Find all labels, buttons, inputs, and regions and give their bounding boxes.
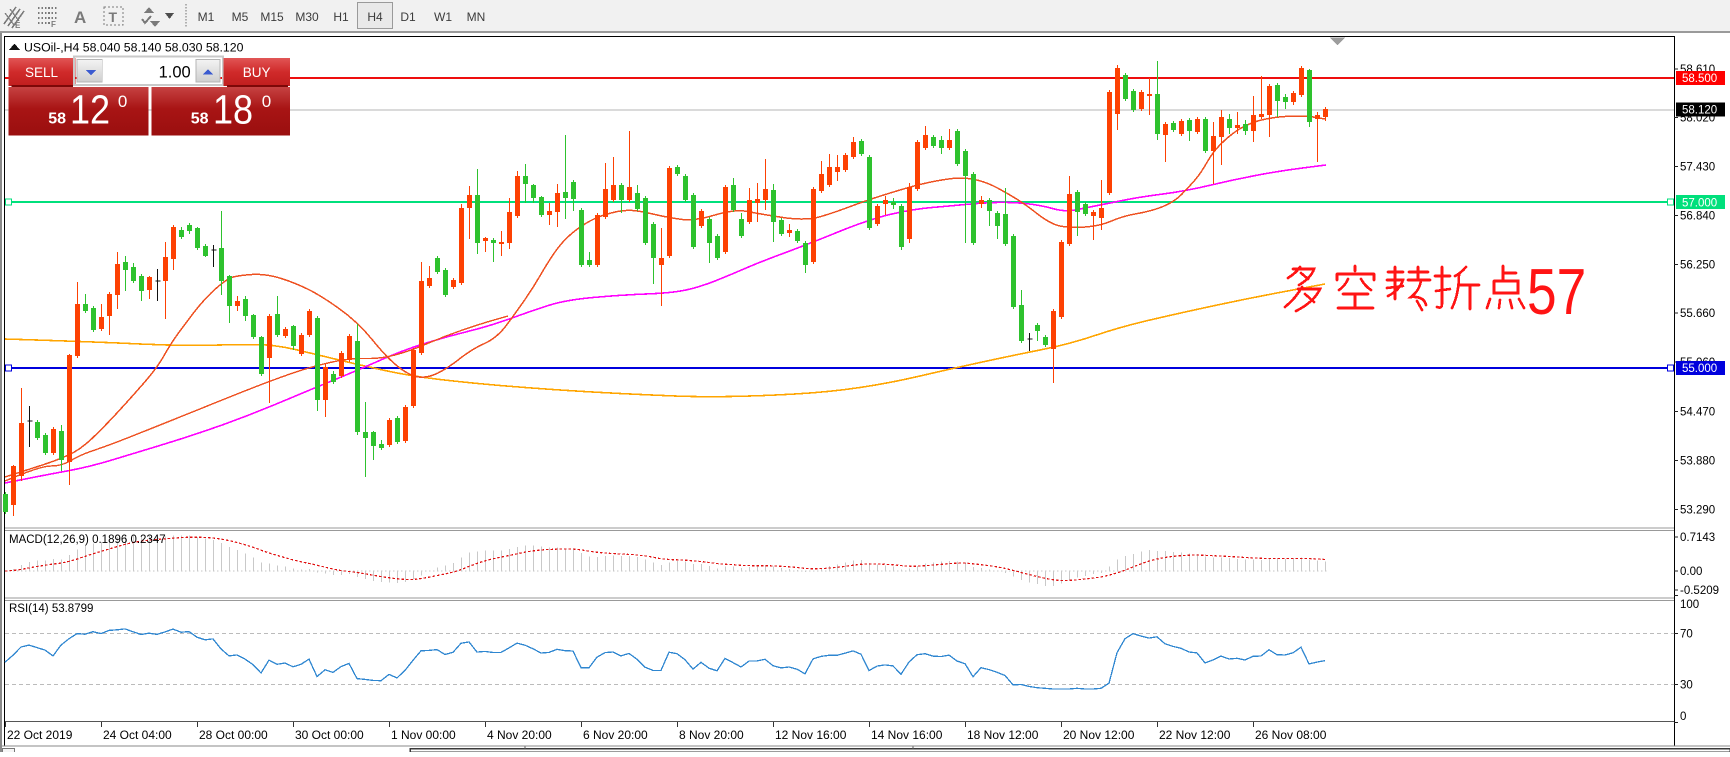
- svg-text:1.00: 1.00: [159, 64, 191, 82]
- svg-text:USOil-,H4 58.040 58.140 58.03: USOil-,H4 58.040 58.140 58.030 58.120: [24, 41, 244, 55]
- svg-text:14 Nov 16:00: 14 Nov 16:00: [871, 728, 943, 742]
- svg-text:53.880: 53.880: [1680, 456, 1715, 468]
- svg-text:E: E: [15, 21, 21, 30]
- svg-text:8 Nov 20:00: 8 Nov 20:00: [679, 728, 744, 742]
- svg-text:M1: M1: [198, 10, 215, 24]
- svg-text:58.120: 58.120: [1682, 105, 1717, 117]
- svg-text:22 Oct 2019: 22 Oct 2019: [7, 728, 73, 742]
- svg-text:M30: M30: [295, 10, 319, 24]
- svg-text:53.290: 53.290: [1680, 504, 1715, 516]
- svg-text:H1: H1: [333, 10, 349, 24]
- svg-text:58.500: 58.500: [1682, 73, 1717, 85]
- svg-text:0.7143: 0.7143: [1680, 532, 1715, 544]
- svg-text:0: 0: [118, 92, 127, 111]
- svg-text:MACD(12,26,9) 0.1896 0.2347: MACD(12,26,9) 0.1896 0.2347: [9, 534, 166, 546]
- svg-text:A: A: [74, 8, 86, 27]
- svg-text:0.00: 0.00: [1680, 566, 1702, 578]
- svg-text:T: T: [109, 9, 118, 25]
- svg-text:55.000: 55.000: [1682, 363, 1717, 375]
- svg-text:-0.5209: -0.5209: [1680, 585, 1719, 597]
- svg-text:M5: M5: [232, 10, 249, 24]
- svg-text:26 Nov 08:00: 26 Nov 08:00: [1255, 728, 1327, 742]
- svg-text:18: 18: [213, 87, 253, 133]
- svg-text:H4: H4: [367, 10, 383, 24]
- svg-text:4 Nov 20:00: 4 Nov 20:00: [487, 728, 552, 742]
- svg-text:57.430: 57.430: [1680, 162, 1715, 174]
- svg-text:100: 100: [1680, 599, 1699, 611]
- svg-text:BUY: BUY: [243, 65, 271, 80]
- svg-text:1 Nov 00:00: 1 Nov 00:00: [391, 728, 456, 742]
- svg-text:18 Nov 12:00: 18 Nov 12:00: [967, 728, 1039, 742]
- svg-text:58: 58: [48, 111, 66, 128]
- svg-text:M15: M15: [260, 10, 284, 24]
- svg-text:30 Oct 00:00: 30 Oct 00:00: [295, 728, 364, 742]
- svg-text:22 Nov 12:00: 22 Nov 12:00: [1159, 728, 1231, 742]
- svg-text:W1: W1: [434, 10, 452, 24]
- svg-text:28 Oct 00:00: 28 Oct 00:00: [199, 728, 268, 742]
- svg-text:57.000: 57.000: [1682, 197, 1717, 209]
- svg-text:6 Nov 20:00: 6 Nov 20:00: [583, 728, 648, 742]
- svg-text:54.470: 54.470: [1680, 406, 1715, 418]
- svg-text:SELL: SELL: [25, 65, 59, 80]
- svg-text:30: 30: [1680, 680, 1693, 692]
- svg-text:56.840: 56.840: [1680, 210, 1715, 222]
- svg-text:D1: D1: [400, 10, 416, 24]
- svg-text:12 Nov 16:00: 12 Nov 16:00: [775, 728, 847, 742]
- svg-text:0: 0: [262, 92, 271, 111]
- svg-text:20 Nov 12:00: 20 Nov 12:00: [1063, 728, 1135, 742]
- svg-text:58: 58: [191, 111, 209, 128]
- svg-text:MN: MN: [467, 10, 486, 24]
- svg-text:70: 70: [1680, 629, 1693, 641]
- svg-text:57: 57: [1527, 255, 1586, 328]
- svg-text:56.250: 56.250: [1680, 259, 1715, 271]
- svg-text:F: F: [51, 20, 56, 29]
- svg-text:24 Oct 04:00: 24 Oct 04:00: [103, 728, 172, 742]
- svg-text:RSI(14) 53.8799: RSI(14) 53.8799: [9, 603, 93, 615]
- svg-text:12: 12: [70, 87, 110, 133]
- svg-text:0: 0: [1680, 711, 1686, 723]
- svg-text:55.660: 55.660: [1680, 308, 1715, 320]
